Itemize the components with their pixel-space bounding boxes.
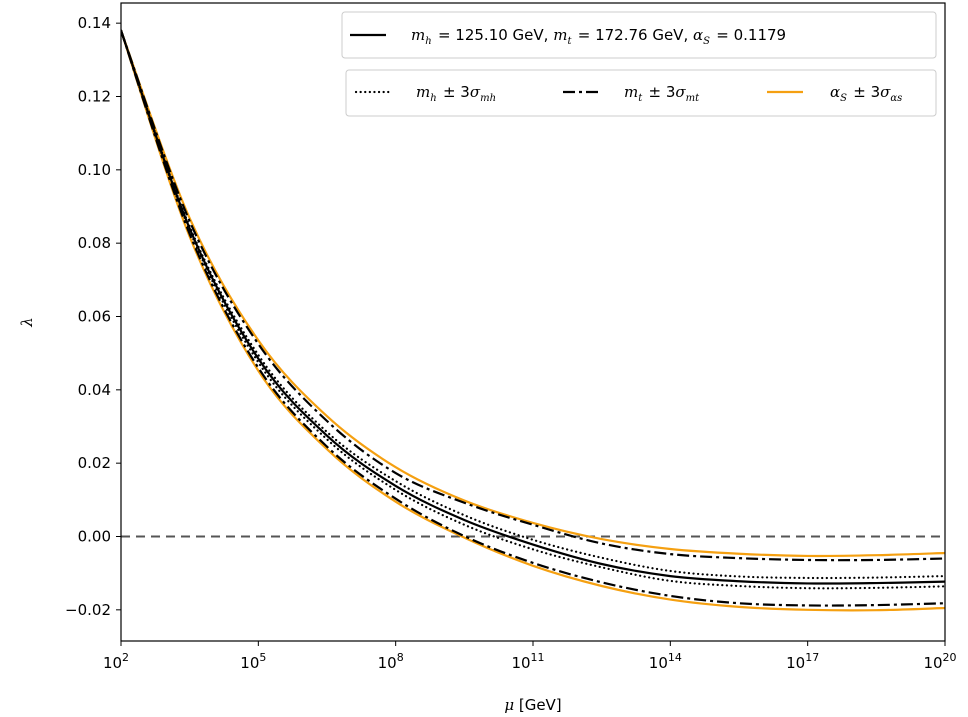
x-tick-base: 10	[923, 654, 942, 672]
legend-math-subscript: mt	[686, 93, 700, 104]
legend-math-subscript: h	[425, 36, 431, 47]
series-line-mt-plus	[121, 30, 945, 607]
x-tick-label: 102	[103, 651, 129, 672]
legend-text-part: ± 3	[644, 83, 676, 101]
axes-ticks: 102 105 108 1011 1014 1017 1020−0.020.000.020.…	[65, 14, 957, 672]
legend-text-part: = 125.10 GeV,	[433, 26, 553, 44]
x-tick-label: 1011	[511, 651, 544, 672]
y-tick-label: 0.14	[78, 14, 111, 32]
x-tick-base: 10	[511, 654, 530, 672]
x-tick-exponent: 14	[668, 651, 682, 664]
legend-math-subscript: αs	[890, 93, 902, 104]
legend-label: mt ± 3σmt	[624, 83, 701, 104]
x-tick-exponent: 8	[397, 651, 404, 664]
legend-text-part: ± 3	[849, 83, 881, 101]
legend-text-part: ± 3	[438, 83, 470, 101]
legend-math-subscript: t	[567, 36, 572, 47]
legend-math-symbol: α	[830, 83, 840, 101]
legend-baseline-reset	[699, 83, 701, 101]
x-axis-label-symbol: μ	[504, 696, 514, 714]
x-tick-base: 10	[103, 654, 122, 672]
series-line-mh-plus	[121, 29, 945, 580]
x-tick-label: 108	[378, 651, 404, 672]
series-line-central	[121, 30, 945, 585]
legend-math-symbol: m	[411, 26, 425, 44]
series-line-as-minus	[121, 30, 945, 612]
legend-math-symbol: m	[624, 83, 638, 101]
legend-math-subscript: h	[430, 93, 436, 104]
y-tick-label: 0.12	[78, 88, 111, 106]
legend-math-symbol: σ	[675, 83, 686, 101]
x-tick-label: 1017	[786, 651, 819, 672]
x-tick-exponent: 17	[805, 651, 819, 664]
x-tick-label: 1020	[923, 651, 956, 672]
series-line-mh-minus	[121, 29, 945, 590]
x-tick-base: 10	[378, 654, 397, 672]
legend-math-subscript: t	[638, 93, 643, 104]
y-tick-label: 0.04	[78, 381, 111, 399]
legend-baseline-reset	[496, 83, 498, 101]
x-tick-exponent: 20	[943, 651, 957, 664]
x-axis-label: μ [GeV]	[504, 696, 561, 714]
legend-baseline-reset	[902, 83, 904, 101]
y-tick-label: −0.02	[65, 601, 111, 619]
plot-area	[121, 29, 945, 612]
legend-math-subscript: S	[703, 36, 710, 47]
legend-label: mh ± 3σmh	[416, 83, 498, 104]
legend-text-part: = 0.1179	[711, 26, 786, 44]
x-tick-base: 10	[649, 654, 668, 672]
y-tick-label: 0.02	[78, 454, 111, 472]
x-tick-exponent: 5	[259, 651, 266, 664]
legend-label: αS ± 3σαs	[830, 83, 904, 104]
legend-frame	[341, 11, 937, 59]
x-tick-label: 105	[240, 651, 266, 672]
y-tick-label: 0.00	[78, 528, 111, 546]
legend-bottom: mh ± 3σmh mt ± 3σmt αS ± 3σαs	[345, 69, 937, 117]
x-tick-exponent: 2	[122, 651, 129, 664]
legend-math-symbol: m	[416, 83, 430, 101]
legend-frame	[345, 69, 937, 117]
y-tick-label: 0.08	[78, 234, 111, 252]
x-axis-label-unit: [GeV]	[514, 696, 562, 714]
legend-math-symbol: α	[693, 26, 703, 44]
series-line-as-plus	[121, 30, 945, 558]
legend-text-part: = 172.76 GeV,	[573, 26, 693, 44]
legend-math-symbol: σ	[470, 83, 481, 101]
y-tick-label: 0.10	[78, 161, 111, 179]
legend-math-subscript: mh	[480, 93, 496, 104]
x-tick-base: 10	[786, 654, 805, 672]
y-tick-label: 0.06	[78, 308, 111, 326]
y-axis-label: λ	[18, 317, 36, 328]
legend-math-subscript: S	[840, 93, 847, 104]
series-line-mt-minus	[121, 30, 945, 562]
x-tick-exponent: 11	[531, 651, 545, 664]
legend-label: mh = 125.10 GeV, mt = 172.76 GeV, αS = 0…	[411, 26, 786, 47]
x-tick-base: 10	[240, 654, 259, 672]
legend-math-symbol: σ	[880, 83, 891, 101]
x-tick-label: 1014	[649, 651, 682, 672]
legend-math-symbol: m	[553, 26, 567, 44]
legend-top: mh = 125.10 GeV, mt = 172.76 GeV, αS = 0…	[341, 11, 937, 59]
